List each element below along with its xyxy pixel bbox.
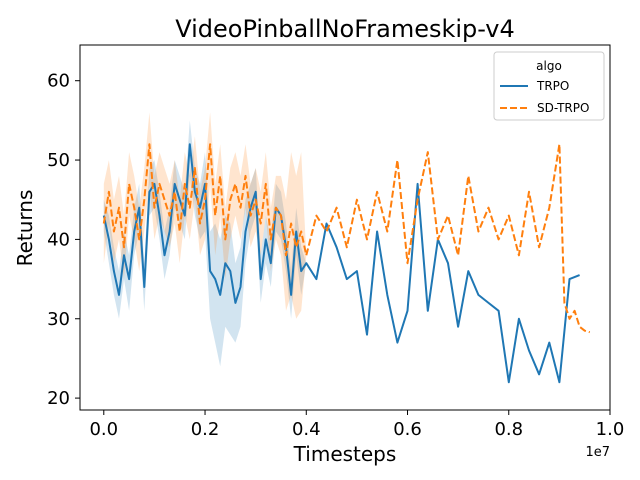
y-tick-label: 30 xyxy=(47,309,70,330)
y-tick-label: 60 xyxy=(47,71,70,92)
y-tick-label: 40 xyxy=(47,229,70,250)
y-tick-label: 20 xyxy=(47,388,70,409)
y-axis: 20 30 40 50 60 xyxy=(47,71,80,409)
x-axis: 0.0 0.2 0.4 0.6 0.8 1.0 xyxy=(89,410,624,440)
x-tick-label: 1.0 xyxy=(596,419,625,440)
x-tick-label: 0.2 xyxy=(191,419,220,440)
legend-title: algo xyxy=(536,59,562,73)
x-tick-label: 0.8 xyxy=(494,419,523,440)
legend-box xyxy=(493,51,605,121)
band-trpo xyxy=(103,120,580,383)
x-axis-offset-label: 1e7 xyxy=(585,445,610,460)
legend-label-sd-trpo: SD-TRPO xyxy=(537,101,589,115)
band-sd-trpo xyxy=(103,112,590,333)
plot-frame xyxy=(79,44,611,411)
chart-title: VideoPinballNoFrameskip-v4 xyxy=(175,15,515,43)
legend: algo TRPO SD-TRPO xyxy=(493,51,605,121)
series-lines xyxy=(102,143,591,384)
y-axis-label: Returns xyxy=(13,190,37,267)
x-tick-label: 0.0 xyxy=(89,419,118,440)
x-axis-label: Timesteps xyxy=(293,442,397,466)
legend-label-trpo: TRPO xyxy=(536,79,569,93)
x-tick-label: 0.6 xyxy=(393,419,422,440)
confidence-bands xyxy=(103,112,590,383)
x-tick-label: 0.4 xyxy=(292,419,321,440)
series-line-trpo xyxy=(102,143,580,384)
y-tick-label: 50 xyxy=(47,150,70,171)
series-line-sd-trpo xyxy=(102,143,591,334)
